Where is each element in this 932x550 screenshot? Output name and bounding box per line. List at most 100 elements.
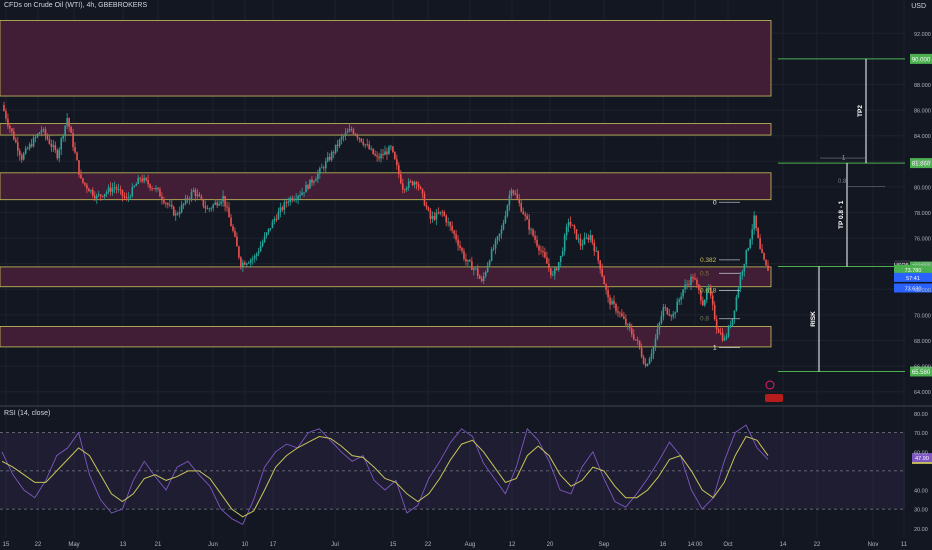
price-axis-tick: 66.000 bbox=[914, 365, 931, 371]
time-axis-tick: Sep bbox=[599, 542, 610, 548]
candle-body bbox=[212, 204, 215, 209]
candle-body bbox=[90, 190, 92, 192]
candle-body bbox=[180, 204, 183, 213]
candle-body bbox=[194, 189, 197, 197]
candle-body bbox=[50, 143, 53, 147]
candle-body bbox=[5, 111, 7, 119]
candle-body bbox=[307, 184, 309, 189]
candle-body bbox=[68, 118, 70, 127]
candle-body bbox=[747, 247, 750, 251]
rsi-line bbox=[1, 424, 769, 526]
candle-body bbox=[232, 226, 234, 231]
candle-body bbox=[291, 197, 294, 201]
candle-body bbox=[510, 190, 513, 196]
candle-body bbox=[328, 156, 331, 160]
price-tag bbox=[894, 264, 932, 274]
price-axis-tick: 68.000 bbox=[914, 339, 931, 345]
supply-demand-zones bbox=[0, 20, 772, 348]
candle-body bbox=[139, 177, 141, 179]
candle-body bbox=[222, 195, 224, 202]
candle-body bbox=[324, 161, 327, 169]
candle-body bbox=[546, 257, 548, 264]
candle-body bbox=[113, 187, 116, 189]
candle-body bbox=[88, 188, 90, 192]
candle-body bbox=[293, 199, 295, 201]
candle-body bbox=[632, 334, 635, 340]
candle-body bbox=[249, 259, 252, 263]
candle-body bbox=[642, 356, 645, 364]
candle-body bbox=[263, 236, 266, 242]
candle-body bbox=[656, 329, 659, 339]
candle-body bbox=[200, 196, 203, 199]
candle-body bbox=[668, 314, 671, 316]
rsi-value-label: 47.90 bbox=[915, 456, 929, 462]
candle-body bbox=[295, 198, 297, 200]
candle-body bbox=[352, 129, 355, 134]
candle-body bbox=[449, 222, 451, 226]
candle-body bbox=[532, 229, 534, 236]
candle-body bbox=[524, 214, 526, 216]
axes: 92.00088.00086.00084.00082.00080.00078.0… bbox=[3, 32, 931, 548]
candle-body bbox=[494, 240, 497, 249]
chart-title: CFDs on Crude Oil (WTI), 4h, GBEBROKERS bbox=[4, 2, 148, 9]
candle-body bbox=[615, 303, 617, 312]
candle-body bbox=[500, 229, 503, 234]
candle-body bbox=[401, 183, 404, 190]
candle-body bbox=[26, 148, 29, 150]
candle-body bbox=[573, 225, 576, 230]
candle-body bbox=[330, 152, 333, 160]
candle-body bbox=[121, 189, 124, 196]
candle-body bbox=[129, 196, 132, 198]
candle-body bbox=[107, 187, 110, 192]
candle-body bbox=[396, 159, 398, 166]
candle-body bbox=[739, 275, 742, 289]
candle-body bbox=[757, 228, 759, 239]
time-axis-tick: Jun bbox=[208, 542, 218, 548]
candle-body bbox=[749, 239, 752, 248]
zone-box bbox=[0, 20, 772, 97]
candle-body bbox=[411, 181, 414, 185]
candle-body bbox=[621, 313, 623, 317]
candle-body bbox=[265, 232, 268, 237]
candle-body bbox=[38, 132, 41, 134]
candle-body bbox=[605, 284, 607, 290]
candle-body bbox=[640, 348, 643, 357]
measure-tools: TP2 TP 0.8 - 1 1 0.8 RISK bbox=[810, 58, 885, 372]
candle-body bbox=[374, 154, 376, 156]
candle-body bbox=[678, 299, 680, 302]
candle-body bbox=[399, 174, 402, 184]
candle-body bbox=[216, 202, 218, 206]
candle-body bbox=[172, 206, 175, 216]
candle-body bbox=[755, 215, 757, 229]
price-axis-tick: 82.000 bbox=[914, 160, 931, 166]
candle-body bbox=[745, 250, 748, 265]
candle-body bbox=[761, 249, 763, 254]
candle-body bbox=[70, 126, 72, 133]
candle-body bbox=[528, 219, 530, 230]
candle-body bbox=[654, 338, 657, 347]
rsi-axis-tick: 60.00 bbox=[914, 450, 928, 456]
candle-body bbox=[196, 194, 199, 197]
candle-body bbox=[713, 304, 716, 320]
price-tag bbox=[894, 272, 932, 282]
candle-body bbox=[174, 213, 177, 216]
candle-body bbox=[644, 363, 647, 366]
candle-body bbox=[613, 300, 615, 304]
candle-body bbox=[465, 258, 467, 262]
candle-body bbox=[78, 160, 80, 175]
time-axis-tick: May bbox=[68, 542, 79, 548]
event-icon bbox=[765, 380, 775, 390]
candle-body bbox=[161, 196, 163, 200]
candle-body bbox=[565, 226, 568, 236]
candle-body bbox=[704, 299, 706, 306]
candle-body bbox=[688, 284, 690, 286]
fib-label: 0 bbox=[713, 199, 717, 206]
candle-body bbox=[159, 189, 161, 197]
candle-body bbox=[40, 129, 43, 133]
candle-body bbox=[427, 207, 430, 211]
candle-body bbox=[370, 148, 372, 150]
candle-body bbox=[457, 239, 459, 246]
candle-body bbox=[398, 165, 400, 175]
candle-body bbox=[536, 239, 538, 246]
